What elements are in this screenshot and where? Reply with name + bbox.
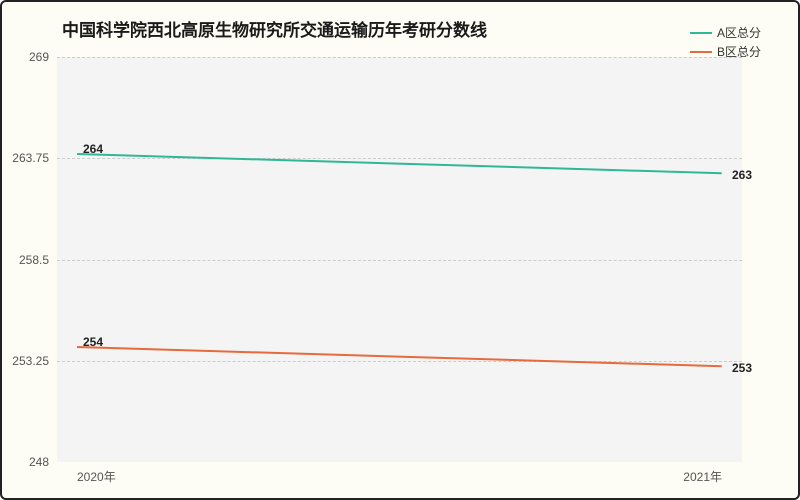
point-label: 253	[732, 361, 752, 375]
grid-line	[57, 260, 742, 261]
legend-item-a: A区总分	[690, 24, 761, 41]
point-label: 263	[732, 168, 752, 182]
y-tick-label: 253.25	[2, 354, 49, 368]
grid-line	[57, 57, 742, 58]
y-tick-label: 248	[2, 455, 49, 469]
grid-line	[57, 158, 742, 159]
point-label: 254	[83, 335, 103, 349]
legend-label-a: A区总分	[717, 24, 761, 41]
series-line	[77, 346, 722, 367]
legend-swatch-a	[690, 32, 712, 34]
x-tick-label: 2021年	[683, 468, 722, 485]
chart-title: 中国科学院西北高原生物研究所交通运输历年考研分数线	[62, 16, 487, 41]
x-tick-label: 2020年	[77, 468, 116, 485]
plot-area	[57, 57, 742, 462]
legend-swatch-b	[690, 51, 712, 53]
y-tick-label: 269	[2, 50, 49, 64]
point-label: 264	[83, 142, 103, 156]
y-tick-label: 258.5	[2, 253, 49, 267]
grid-line	[57, 361, 742, 362]
y-tick-label: 263.75	[2, 151, 49, 165]
chart-container: 中国科学院西北高原生物研究所交通运输历年考研分数线 A区总分 B区总分 2482…	[0, 0, 800, 500]
series-line	[77, 153, 722, 174]
